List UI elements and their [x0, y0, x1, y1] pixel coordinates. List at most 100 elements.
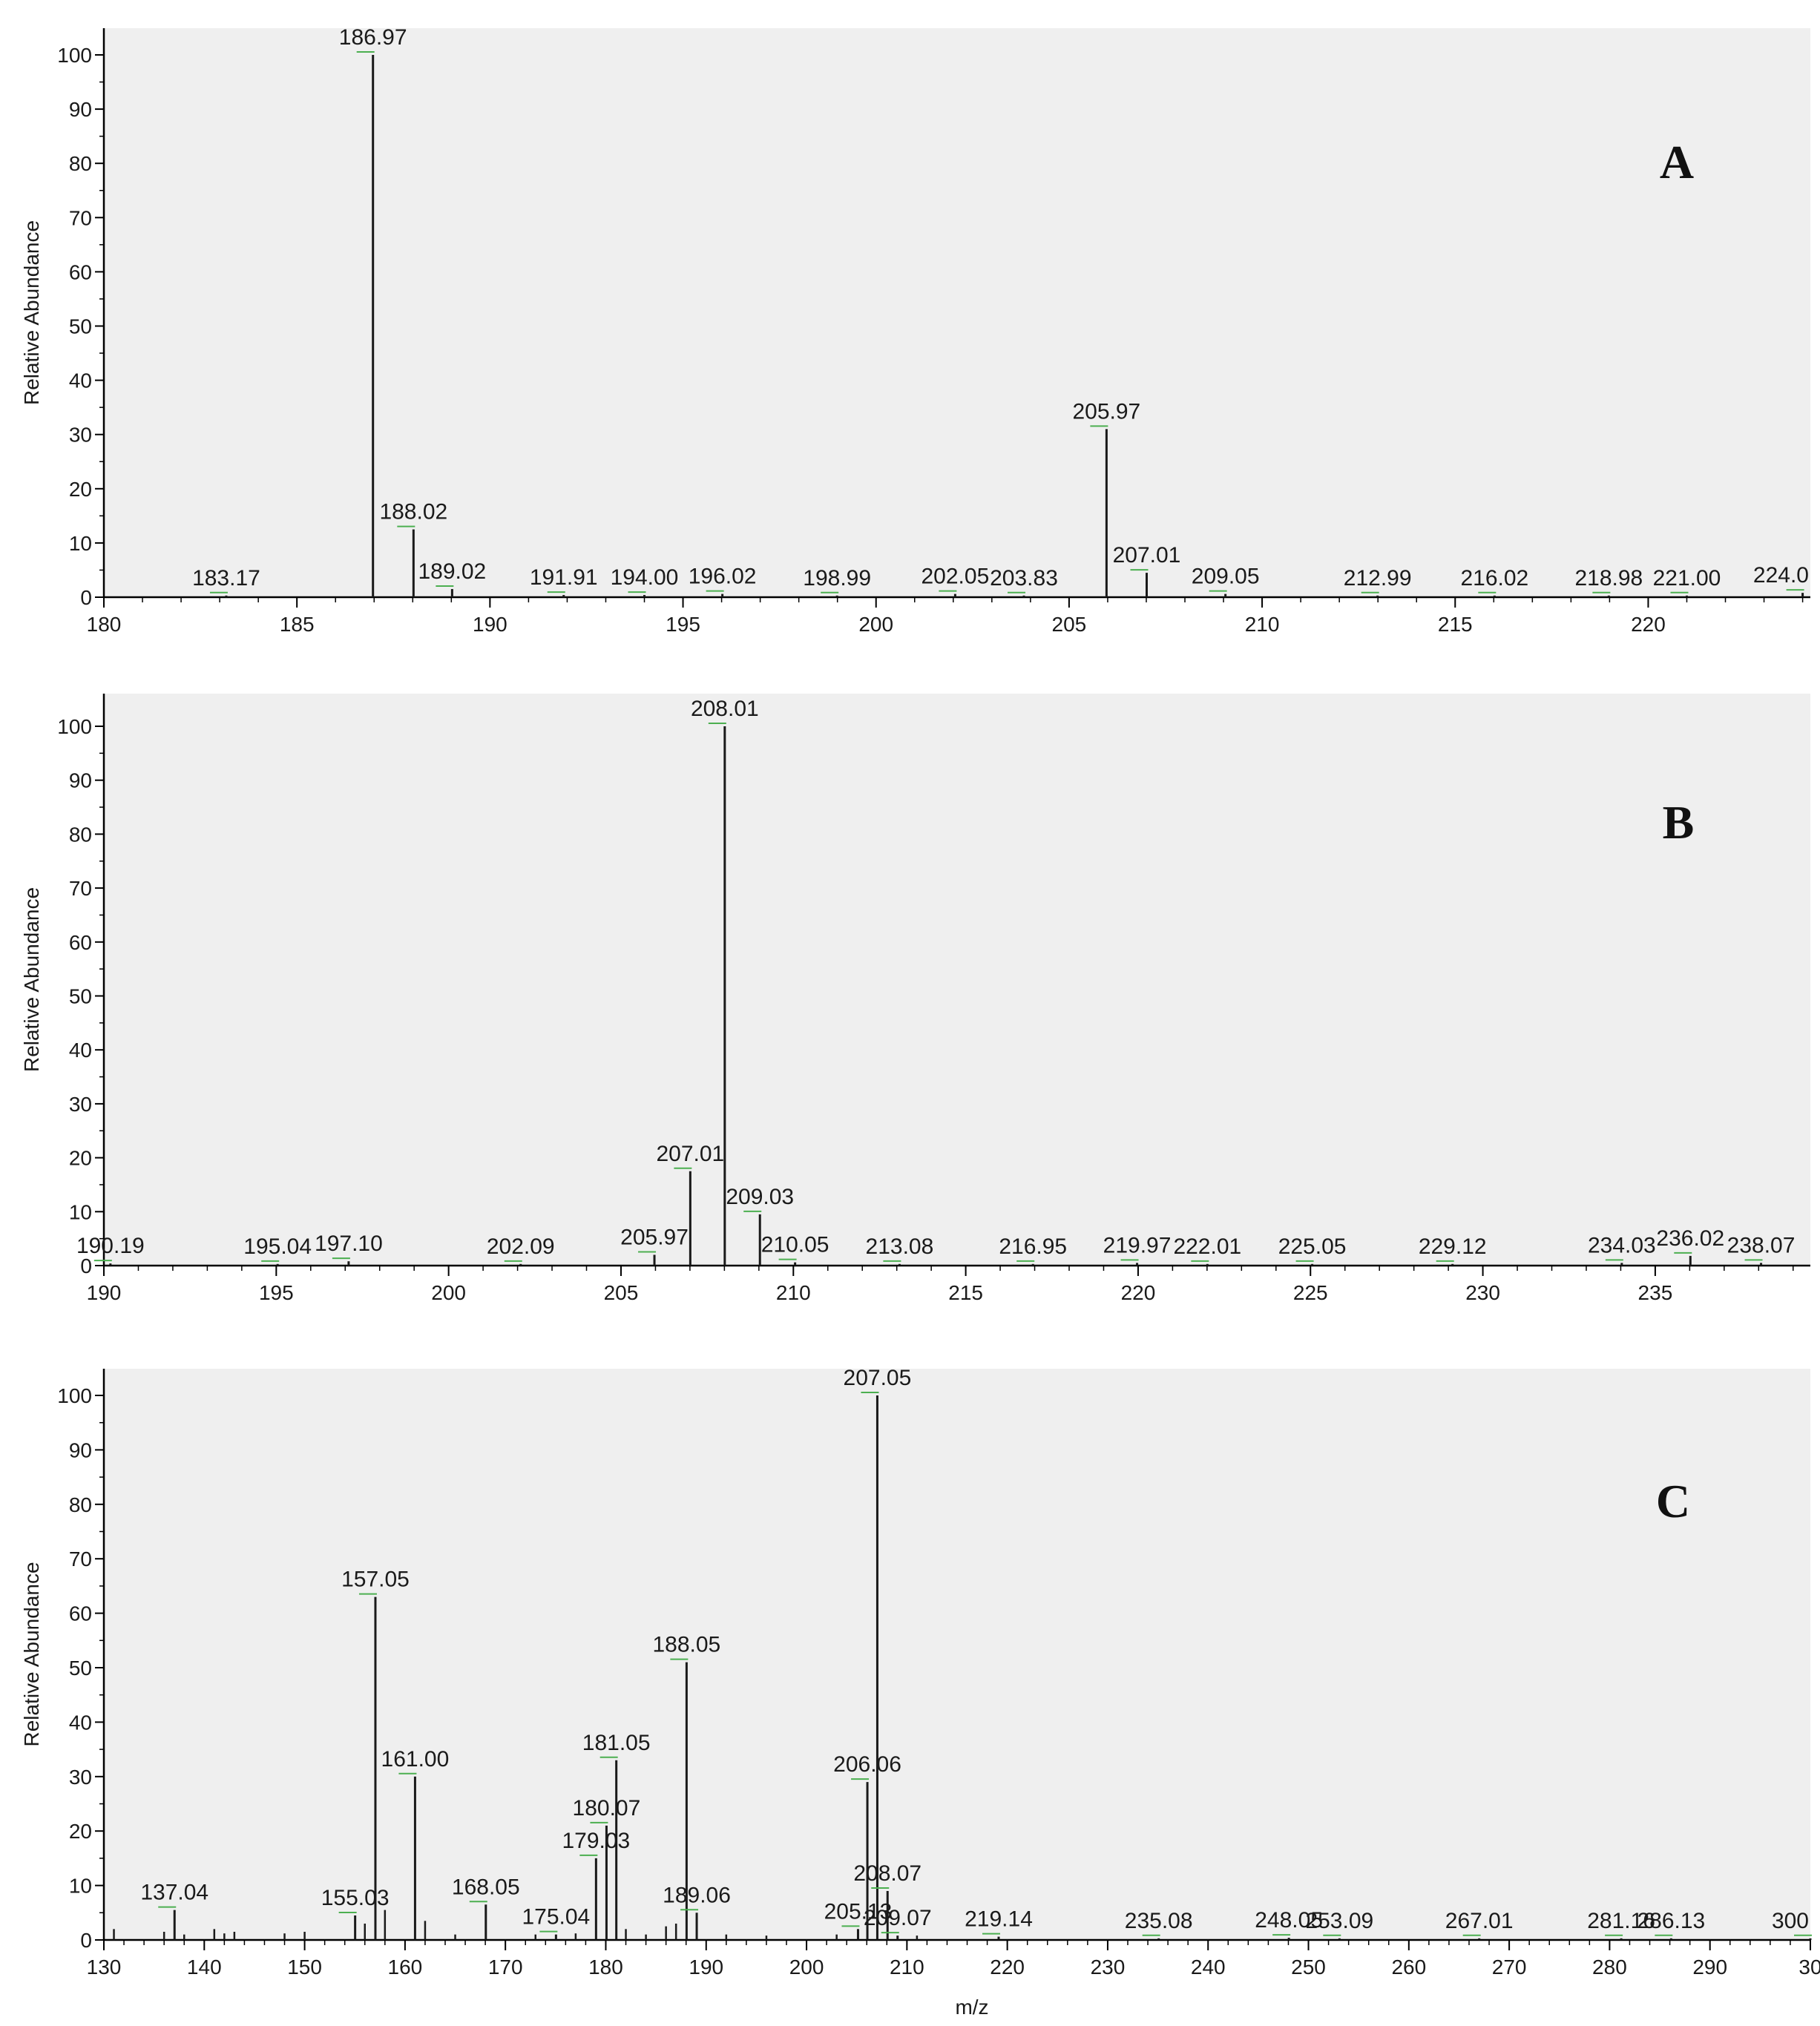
x-tick-label: 180: [588, 1956, 623, 1979]
x-tick-label: 190: [473, 613, 507, 636]
peak-label: 188.05: [652, 1633, 720, 1657]
peak-label: 210.05: [761, 1233, 829, 1257]
y-tick-label: 60: [69, 931, 92, 954]
y-tick-label: 70: [69, 877, 92, 900]
peak-label: 267.01: [1445, 1909, 1514, 1933]
x-tick-label: 200: [789, 1956, 824, 1979]
x-tick-label: 220: [990, 1956, 1025, 1979]
peak-label: 219.14: [965, 1907, 1033, 1932]
y-tick-label: 50: [69, 985, 92, 1008]
x-tick-label: 225: [1293, 1281, 1328, 1304]
x-tick-label: 205: [1052, 613, 1087, 636]
x-tick-label: 280: [1592, 1956, 1627, 1979]
y-tick-label: 70: [69, 206, 92, 229]
x-tick-label: 230: [1091, 1956, 1126, 1979]
peak-label: 198.99: [803, 566, 871, 591]
x-tick-label: 230: [1465, 1281, 1500, 1304]
x-tick-label: 200: [858, 613, 893, 636]
peak-label: 155.03: [321, 1886, 390, 1910]
x-tick-label: 215: [948, 1281, 983, 1304]
y-tick-label: 90: [69, 98, 92, 121]
y-tick-label: 80: [69, 823, 92, 846]
peak-label: 202.09: [487, 1234, 555, 1259]
peak-label: 180.07: [573, 1796, 641, 1821]
peak-label: 225.05: [1278, 1234, 1347, 1259]
y-tick-label: 50: [69, 315, 92, 338]
x-tick-label: 215: [1438, 613, 1473, 636]
peak-label: 189.02: [418, 559, 486, 584]
panel-letter: C: [1656, 1475, 1690, 1527]
peak-label: 161.00: [381, 1747, 450, 1772]
peak-label: 209.05: [1192, 565, 1260, 589]
peak-label: 207.01: [656, 1142, 724, 1166]
y-tick-label: 30: [69, 1766, 92, 1789]
peak-label: 181.05: [582, 1731, 651, 1755]
spectrum-panel-a: 0 10 20 30 40 50 60 70 80 90 100 180 185 190 195 200 205…: [20, 25, 1810, 636]
x-tick-label: 195: [259, 1281, 294, 1304]
y-axis-label: Relative Abundance: [20, 1562, 43, 1746]
x-tick-label: 140: [187, 1956, 222, 1979]
peak-label: 209.07: [864, 1906, 932, 1930]
x-tick-label: 150: [287, 1956, 322, 1979]
y-tick-label: 20: [69, 478, 92, 501]
peak-label: 190.19: [76, 1234, 145, 1258]
y-tick-label: 40: [69, 1039, 92, 1062]
y-tick-label: 60: [69, 1602, 92, 1625]
peak-label: 168.05: [452, 1875, 520, 1899]
peak-label: 195.04: [243, 1234, 312, 1259]
y-tick-label: 20: [69, 1147, 92, 1170]
panel-letter: A: [1660, 136, 1694, 188]
peak-label: 236.02: [1656, 1226, 1724, 1251]
peak-label: 300: [1772, 1909, 1809, 1933]
peak-label: 216.02: [1460, 566, 1528, 591]
x-tick-label: 220: [1121, 1281, 1156, 1304]
y-tick-label: 50: [69, 1657, 92, 1680]
peak-label: 206.06: [833, 1752, 901, 1777]
peak-label: 286.13: [1637, 1909, 1705, 1933]
peak-label: 205.97: [1072, 399, 1140, 424]
y-tick-label: 40: [69, 369, 92, 392]
x-tick-label: 235: [1638, 1281, 1673, 1304]
x-tick-label: 270: [1492, 1956, 1527, 1979]
y-tick-label: 0: [80, 1254, 92, 1277]
spectrum-panel-b: 0 10 20 30 40 50 60 70 80 90 100 190 195 200 205 210 215…: [20, 694, 1810, 1304]
peak-label: 203.83: [990, 566, 1058, 591]
y-tick-label: 100: [57, 715, 92, 738]
y-tick-label: 90: [69, 769, 92, 792]
x-tick-label: 240: [1191, 1956, 1226, 1979]
peak-label: 234.03: [1588, 1233, 1656, 1257]
y-axis-label: Relative Abundance: [20, 887, 43, 1072]
y-tick-label: 100: [57, 44, 92, 67]
x-tick-label: 200: [431, 1281, 466, 1304]
peak-label: 205.97: [620, 1225, 689, 1249]
x-tick-label: 160: [388, 1956, 423, 1979]
peak-label: 209.03: [726, 1185, 794, 1209]
y-tick-label: 30: [69, 1093, 92, 1116]
x-tick-label: 205: [604, 1281, 639, 1304]
spectrum-panel-c: 0 10 20 30 40 50 60 70 80 90 100 130 140 150 160 170 180…: [20, 1366, 1820, 2019]
peak-label: 196.02: [689, 565, 757, 589]
x-tick-label: 210: [1245, 613, 1280, 636]
peak-label: 207.01: [1113, 543, 1181, 568]
x-tick-label: 170: [488, 1956, 523, 1979]
peak-label: 179.03: [562, 1829, 630, 1853]
peak-label: 205.13: [824, 1899, 893, 1924]
peak-label: 189.06: [663, 1883, 731, 1907]
peak-label: 253.09: [1305, 1909, 1373, 1933]
x-tick-label: 220: [1631, 613, 1666, 636]
peak-label: 186.97: [339, 25, 407, 50]
y-tick-label: 0: [80, 1929, 92, 1952]
peak-label: 281.16: [1587, 1909, 1655, 1933]
peak-label: 218.98: [1574, 566, 1643, 591]
peak-label: 137.04: [140, 1881, 208, 1905]
plot-area: [104, 694, 1810, 1266]
peak-label: 221.00: [1653, 566, 1721, 591]
peak-label: 183.17: [192, 566, 260, 591]
y-tick-label: 30: [69, 424, 92, 447]
y-tick-label: 10: [69, 532, 92, 555]
y-tick-label: 0: [80, 586, 92, 609]
peak-label: 219.97: [1103, 1233, 1172, 1257]
peak-label: 208.07: [853, 1861, 922, 1886]
y-tick-label: 10: [69, 1875, 92, 1898]
